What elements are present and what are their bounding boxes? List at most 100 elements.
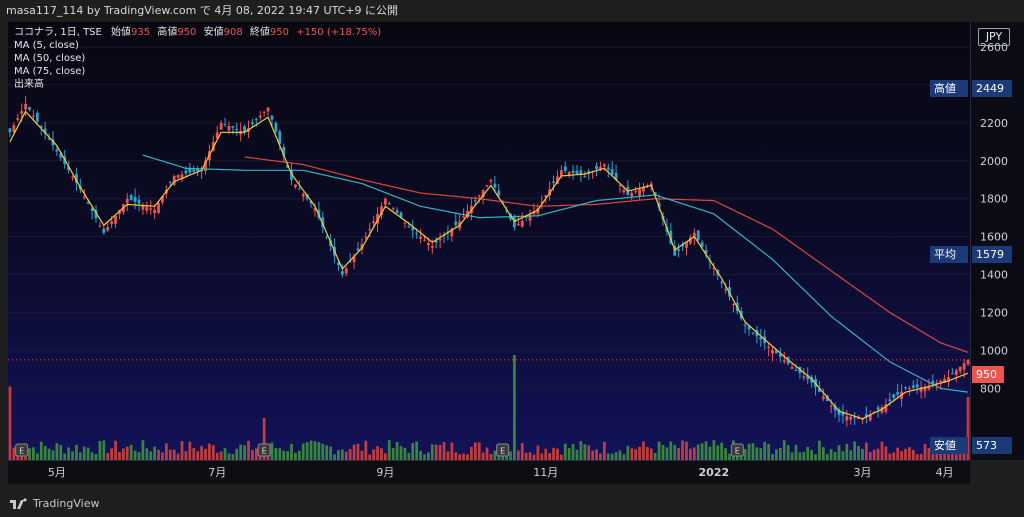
- volume-bar: [911, 449, 915, 460]
- volume-bar: [427, 452, 430, 460]
- volume-bar: [188, 441, 192, 460]
- volume-bar: [35, 453, 39, 460]
- event-marker[interactable]: E: [15, 443, 29, 457]
- volume-bar: [309, 440, 313, 460]
- candle: [106, 222, 110, 233]
- price-tick-label: 2600: [980, 41, 1008, 54]
- volume-bar: [923, 443, 927, 460]
- candle: [462, 208, 465, 219]
- event-marker[interactable]: E: [496, 443, 510, 457]
- ma75-line: [244, 156, 969, 353]
- volume-bar: [384, 453, 387, 460]
- legend-ma75[interactable]: MA (75, close): [14, 66, 86, 77]
- candle: [133, 188, 137, 210]
- volume-bar: [755, 447, 759, 460]
- volume-bar: [192, 447, 196, 460]
- legend-volume[interactable]: 出来高: [14, 79, 44, 90]
- high-value-tag: 2449: [972, 80, 1012, 97]
- candle: [28, 106, 31, 112]
- volume-bar: [591, 450, 594, 460]
- candle: [747, 324, 751, 336]
- candle: [614, 164, 618, 182]
- price-tick-label: 2200: [980, 117, 1008, 130]
- candle: [700, 240, 704, 249]
- candle: [251, 118, 254, 128]
- volume-bar: [743, 448, 747, 460]
- legend-ma50[interactable]: MA (50, close): [14, 53, 86, 64]
- volume-bar: [8, 386, 12, 460]
- volume-bar: [642, 441, 645, 460]
- volume-bar: [614, 452, 618, 460]
- candle: [231, 125, 235, 135]
- candle: [954, 368, 958, 383]
- candle: [563, 161, 567, 174]
- volume-bar: [606, 453, 610, 460]
- volume-bar: [689, 448, 692, 460]
- candle: [606, 163, 610, 178]
- candle: [821, 388, 825, 402]
- volume-bar: [892, 452, 896, 460]
- volume-bar: [919, 453, 923, 460]
- volume-bar: [321, 443, 325, 460]
- candle: [802, 368, 806, 381]
- candle: [223, 117, 227, 128]
- time-tick-label: 9月: [376, 466, 394, 479]
- brand-name: TradingView: [33, 497, 100, 510]
- avg-label-tag: 平均: [930, 246, 968, 263]
- volume-bar: [360, 450, 364, 460]
- candle: [192, 165, 196, 175]
- volume-bar: [219, 451, 223, 460]
- event-marker[interactable]: E: [730, 443, 744, 457]
- volume-bar: [67, 447, 70, 460]
- legend-ma5[interactable]: MA (5, close): [14, 40, 79, 51]
- volume-bar: [810, 450, 813, 460]
- event-marker[interactable]: E: [257, 443, 271, 457]
- volume-bar: [876, 448, 880, 460]
- time-axis[interactable]: 5月 7月 9月 11月 2022 3月 4月: [8, 460, 970, 484]
- volume-bar: [880, 441, 884, 460]
- volume-bar: [75, 444, 78, 460]
- volume-bar: [145, 448, 149, 460]
- candle: [90, 205, 94, 220]
- candle: [274, 120, 278, 134]
- legend-close-label: 終値: [249, 27, 270, 38]
- volume-bar: [513, 355, 516, 460]
- volume-bar: [86, 447, 90, 460]
- candle: [868, 410, 872, 422]
- volume-bar: [696, 444, 700, 460]
- tradingview-logo-icon: [10, 497, 27, 509]
- volume-bar: [458, 454, 462, 460]
- volume-bar: [661, 445, 665, 460]
- candle: [481, 189, 485, 205]
- tradingview-brand[interactable]: TradingView: [10, 497, 99, 510]
- volume-bar: [821, 447, 825, 460]
- time-tick-label: 3月: [853, 466, 871, 479]
- candle: [845, 409, 849, 427]
- volume-bar: [681, 440, 684, 460]
- candle: [567, 170, 571, 179]
- volume-bar: [825, 454, 829, 460]
- volume-bar: [786, 445, 790, 460]
- volume-bar: [262, 418, 266, 460]
- candle: [157, 201, 160, 214]
- volume-bar: [747, 443, 751, 460]
- candle: [55, 146, 59, 157]
- candle: [168, 181, 172, 186]
- volume-bar: [548, 453, 551, 460]
- volume-bar: [352, 444, 356, 460]
- volume-bar: [904, 448, 907, 460]
- time-tick-label: 4月: [936, 466, 954, 479]
- volume-bar: [282, 450, 286, 460]
- volume-bar: [716, 445, 720, 460]
- time-tick-label: 11月: [533, 466, 558, 479]
- currency-button[interactable]: JPY: [978, 28, 1010, 46]
- volume-bar: [778, 447, 782, 460]
- legend-low: 908: [223, 27, 243, 38]
- candle: [837, 407, 841, 422]
- candle: [454, 213, 458, 228]
- candle: [325, 235, 329, 240]
- volume-bar: [908, 447, 911, 460]
